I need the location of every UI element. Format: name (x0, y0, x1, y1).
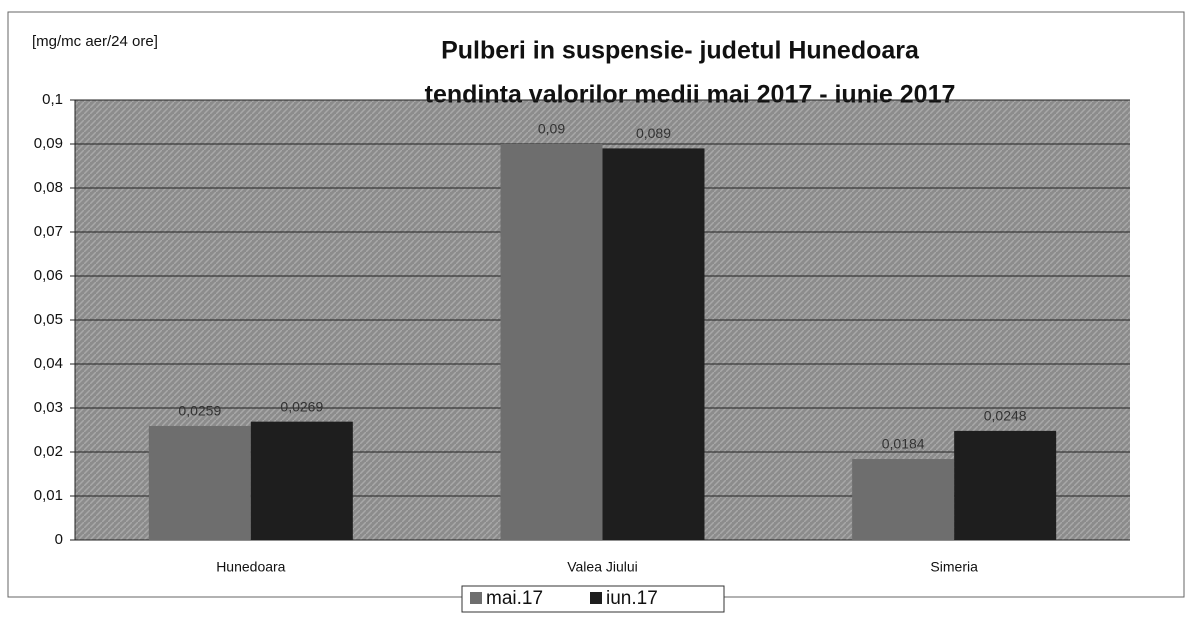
bar (954, 430, 1057, 540)
data-label: 0,0269 (280, 398, 323, 414)
y-tick-label: 0,03 (34, 399, 63, 416)
y-tick-label: 0,01 (34, 487, 63, 504)
legend-box (461, 585, 725, 613)
chart-subtitle: tendinta valorilor medii mai 2017 - iuni… (425, 81, 956, 109)
bar (602, 148, 705, 540)
y-tick-label: 0,04 (34, 355, 63, 372)
bar (852, 459, 955, 540)
bar (250, 421, 353, 540)
y-tick-label: 0,08 (34, 179, 63, 196)
y-tick-label: 0,05 (34, 311, 63, 328)
x-tick-label: Hunedoara (216, 559, 285, 575)
bar (500, 144, 603, 540)
y-tick-label: 0,1 (42, 91, 63, 108)
y-axis-label: [mg/mc aer/24 ore] (32, 33, 158, 50)
legend-swatch (470, 592, 482, 604)
y-tick-label: 0 (55, 531, 63, 548)
y-tick-label: 0,02 (34, 443, 63, 460)
legend-label: mai.17 (486, 588, 543, 609)
chart-title: Pulberi in suspensie- judetul Hunedoara (441, 37, 920, 65)
data-label: 0,0248 (984, 408, 1027, 424)
y-tick-label: 0,07 (34, 223, 63, 240)
y-tick-label: 0,06 (34, 267, 63, 284)
data-label: 0,0259 (178, 403, 221, 419)
y-tick-label: 0,09 (34, 135, 63, 152)
x-tick-label: Simeria (930, 559, 978, 575)
data-label: 0,089 (636, 125, 671, 141)
legend-label: iun.17 (606, 588, 658, 609)
bar (148, 426, 251, 540)
data-label: 0,09 (538, 121, 565, 137)
x-tick-label: Valea Jiului (567, 559, 638, 575)
data-label: 0,0184 (882, 436, 925, 452)
legend-swatch (590, 592, 602, 604)
